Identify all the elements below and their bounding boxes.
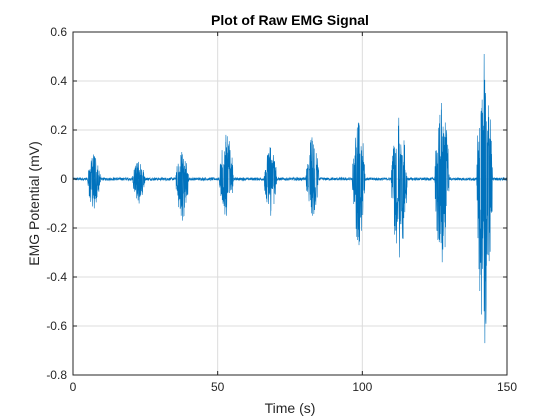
signal-layer: [72, 54, 508, 344]
axes-box: [72, 31, 508, 376]
y-tick-label: 0.2: [50, 123, 67, 137]
plot-area: [73, 32, 507, 375]
y-tick-label: 0.4: [50, 74, 67, 88]
tick-labels: 0 50 100 150 -0.8 -0.6 -0.4 -0.2 0 0.2 0.4 0.6: [46, 25, 517, 394]
x-tick-label: 150: [497, 380, 517, 394]
y-axis-label: EMG Potential (mV): [26, 141, 42, 265]
axes-layer: [72, 31, 508, 376]
y-tick-label: -0.6: [46, 319, 67, 333]
y-tick-label: 0.6: [50, 25, 67, 39]
emg-signal-line: [72, 54, 508, 344]
chart-title: Plot of Raw EMG Signal: [211, 12, 369, 28]
x-tick-label: 0: [70, 380, 77, 394]
y-tick-label: -0.4: [46, 270, 67, 284]
y-tick-label: -0.8: [46, 368, 67, 382]
x-axis-label: Time (s): [265, 400, 316, 416]
x-tick-label: 50: [211, 380, 225, 394]
y-tick-label: 0: [60, 172, 67, 186]
y-tick-label: -0.2: [46, 221, 67, 235]
x-tick-label: 100: [352, 380, 372, 394]
